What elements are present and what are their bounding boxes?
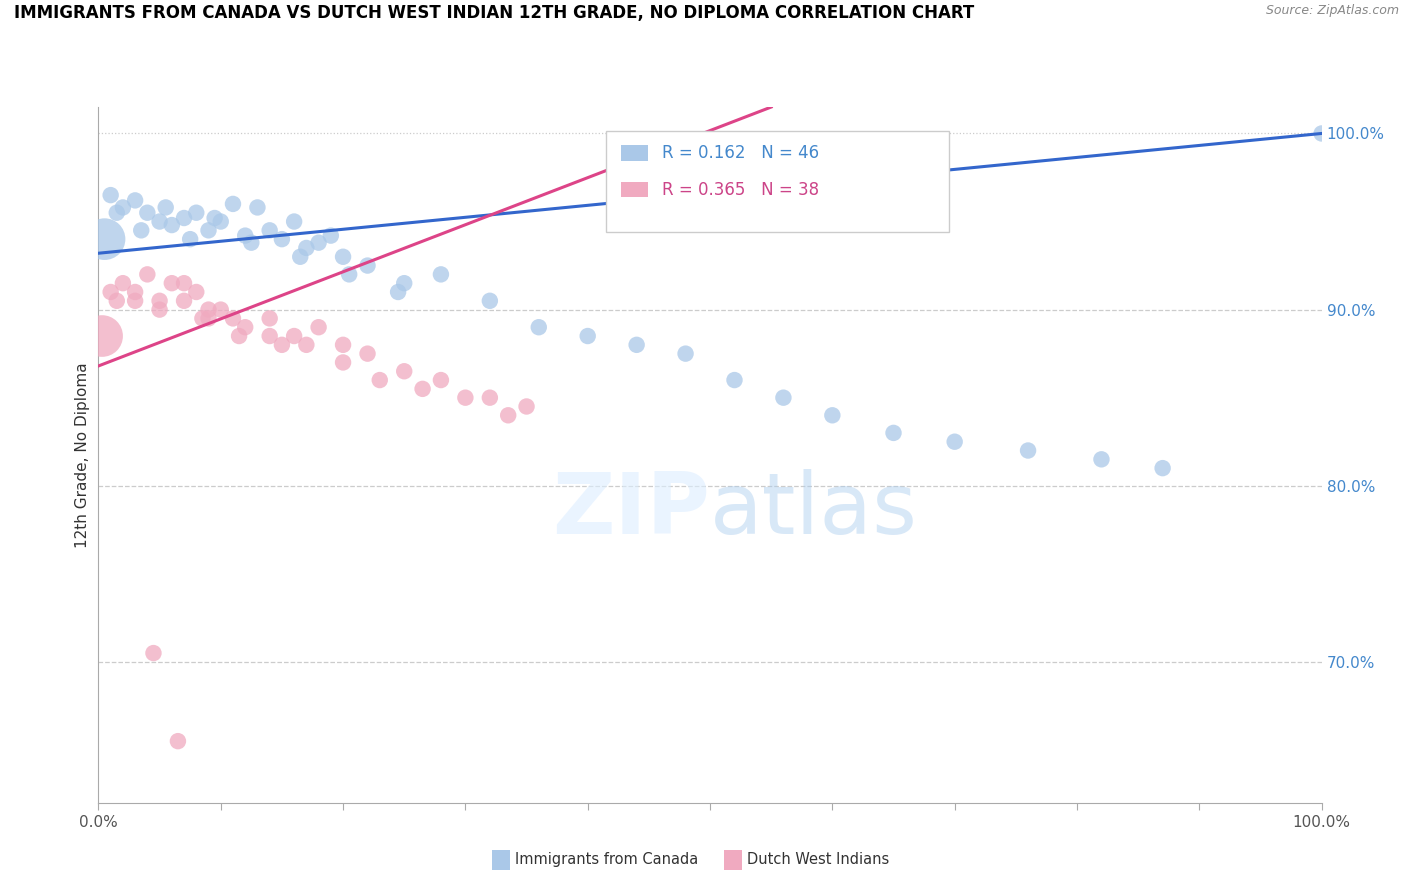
Point [392, 364, 416, 378]
Point [943, 434, 966, 449]
Y-axis label: 12th Grade, No Diploma: 12th Grade, No Diploma [75, 362, 90, 548]
Point [173, 211, 195, 225]
Text: ZIP: ZIP [553, 469, 710, 552]
Point [124, 293, 146, 308]
Point [496, 409, 519, 423]
Point [430, 373, 453, 387]
Point [259, 329, 281, 343]
Point [821, 409, 844, 423]
Point [100, 285, 122, 299]
Point [1310, 127, 1333, 141]
Point [197, 311, 219, 326]
Point [283, 214, 305, 228]
Point [356, 259, 378, 273]
Point [240, 235, 263, 250]
Point [454, 391, 477, 405]
Point [675, 346, 697, 360]
FancyBboxPatch shape [606, 131, 949, 232]
Point [111, 201, 134, 215]
Point [430, 268, 453, 282]
Point [173, 293, 195, 308]
Point [270, 232, 294, 246]
Point [308, 320, 330, 334]
Point [290, 250, 312, 264]
Point [319, 228, 342, 243]
Point [167, 734, 190, 748]
Point [478, 293, 501, 308]
Point [149, 302, 172, 317]
Point [270, 338, 294, 352]
Point [204, 211, 226, 225]
Point [332, 338, 354, 352]
Point [368, 373, 391, 387]
Point [209, 214, 232, 228]
Text: Dutch West Indians: Dutch West Indians [747, 852, 889, 867]
Point [516, 400, 538, 414]
Point [283, 329, 305, 343]
Point [105, 205, 128, 219]
Bar [620, 145, 648, 161]
Point [1090, 452, 1112, 467]
Point [723, 373, 745, 387]
Point [105, 293, 128, 308]
Point [527, 320, 550, 334]
Bar [620, 182, 648, 197]
Point [136, 268, 159, 282]
Text: R = 0.162   N = 46: R = 0.162 N = 46 [662, 144, 820, 162]
Point [142, 646, 165, 660]
Point [149, 293, 172, 308]
Point [100, 188, 122, 202]
Point [124, 194, 146, 208]
Text: atlas: atlas [710, 469, 918, 552]
Point [149, 214, 172, 228]
Point [478, 391, 501, 405]
Point [197, 223, 219, 237]
Point [259, 223, 281, 237]
Text: IMMIGRANTS FROM CANADA VS DUTCH WEST INDIAN 12TH GRADE, NO DIPLOMA CORRELATION C: IMMIGRANTS FROM CANADA VS DUTCH WEST IND… [14, 4, 974, 22]
Point [233, 320, 256, 334]
Point [160, 218, 183, 232]
Point [259, 311, 281, 326]
Point [626, 338, 648, 352]
Point [356, 346, 378, 360]
Point [222, 197, 245, 211]
Point [332, 355, 354, 369]
Text: R = 0.365   N = 38: R = 0.365 N = 38 [662, 181, 820, 199]
Point [412, 382, 434, 396]
Point [295, 241, 318, 255]
Point [124, 285, 146, 299]
Point [136, 205, 159, 219]
Point [246, 201, 269, 215]
Point [160, 276, 183, 290]
Point [576, 329, 599, 343]
Point [209, 302, 232, 317]
Point [111, 276, 134, 290]
Point [197, 302, 219, 317]
Point [387, 285, 409, 299]
Point [1017, 443, 1039, 458]
Point [179, 232, 201, 246]
Point [173, 276, 195, 290]
Text: Immigrants from Canada: Immigrants from Canada [515, 852, 697, 867]
Point [772, 391, 794, 405]
Point [392, 276, 416, 290]
Point [186, 205, 208, 219]
Point [337, 268, 360, 282]
Point [308, 235, 330, 250]
Point [332, 250, 354, 264]
Point [186, 285, 208, 299]
Point [233, 228, 256, 243]
Text: Source: ZipAtlas.com: Source: ZipAtlas.com [1265, 4, 1399, 18]
Point [883, 425, 905, 440]
Point [222, 311, 245, 326]
Point [228, 329, 250, 343]
Point [295, 338, 318, 352]
Point [191, 311, 214, 326]
Point [93, 232, 115, 246]
Point [1152, 461, 1174, 475]
Point [129, 223, 152, 237]
Point [155, 201, 177, 215]
Point [91, 329, 114, 343]
